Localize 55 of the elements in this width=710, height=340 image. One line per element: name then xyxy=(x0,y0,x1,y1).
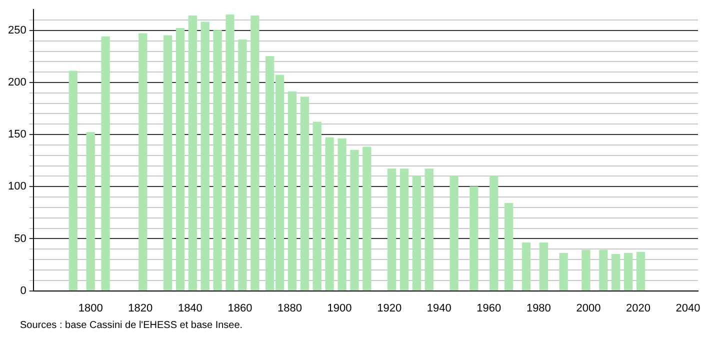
bar xyxy=(636,252,646,291)
bar xyxy=(612,254,620,291)
bar xyxy=(504,202,514,291)
x-tick-label: 1860 xyxy=(228,302,252,314)
bar xyxy=(68,70,78,291)
x-tick-label: 1900 xyxy=(327,302,352,314)
y-tick-label: 50 xyxy=(14,232,26,245)
bar xyxy=(325,137,334,291)
bar xyxy=(200,22,210,291)
bar xyxy=(176,28,185,291)
bar xyxy=(312,122,322,291)
y-tick-label: 150 xyxy=(8,128,26,141)
bar xyxy=(599,250,608,291)
y-tick-label: 0 xyxy=(20,284,26,297)
bar xyxy=(86,132,95,291)
x-tick-label: 1920 xyxy=(377,302,402,314)
x-tick-label: 1940 xyxy=(426,302,452,314)
bar xyxy=(138,33,148,291)
y-tick-label: 200 xyxy=(8,76,26,89)
x-tick-label: 1960 xyxy=(476,302,502,314)
bar xyxy=(522,242,531,291)
bar xyxy=(226,14,234,291)
x-tick-label: 2040 xyxy=(676,302,700,314)
y-tick-label: 250 xyxy=(8,24,26,36)
bar xyxy=(288,92,297,291)
bar xyxy=(362,146,372,291)
bar xyxy=(424,168,434,291)
bar xyxy=(387,168,396,291)
bar xyxy=(400,168,409,291)
bar xyxy=(470,186,478,291)
source-note: Sources : base Cassini de l'EHESS et base Insee. xyxy=(20,320,243,331)
bar xyxy=(238,39,247,291)
bar xyxy=(350,150,359,291)
bar xyxy=(213,30,222,291)
bar xyxy=(188,16,197,291)
x-tick-label: 1800 xyxy=(78,302,103,314)
bar xyxy=(101,36,110,291)
bar xyxy=(582,250,590,291)
bar xyxy=(163,35,172,291)
bar xyxy=(300,96,310,291)
bar xyxy=(338,138,346,291)
x-tick-label: 2000 xyxy=(576,302,601,314)
bar xyxy=(624,252,633,291)
x-tick-label: 1880 xyxy=(278,302,302,314)
x-tick-label: 1820 xyxy=(128,302,153,314)
bar xyxy=(250,16,260,291)
x-tick-label: 2020 xyxy=(626,302,650,314)
x-tick-label: 1980 xyxy=(526,302,551,314)
bar xyxy=(450,176,458,291)
bar xyxy=(412,176,422,291)
bar xyxy=(539,242,548,291)
y-tick-label: 100 xyxy=(8,180,26,193)
x-tick-label: 1840 xyxy=(178,302,202,314)
bar xyxy=(490,176,498,291)
bar xyxy=(559,252,568,291)
